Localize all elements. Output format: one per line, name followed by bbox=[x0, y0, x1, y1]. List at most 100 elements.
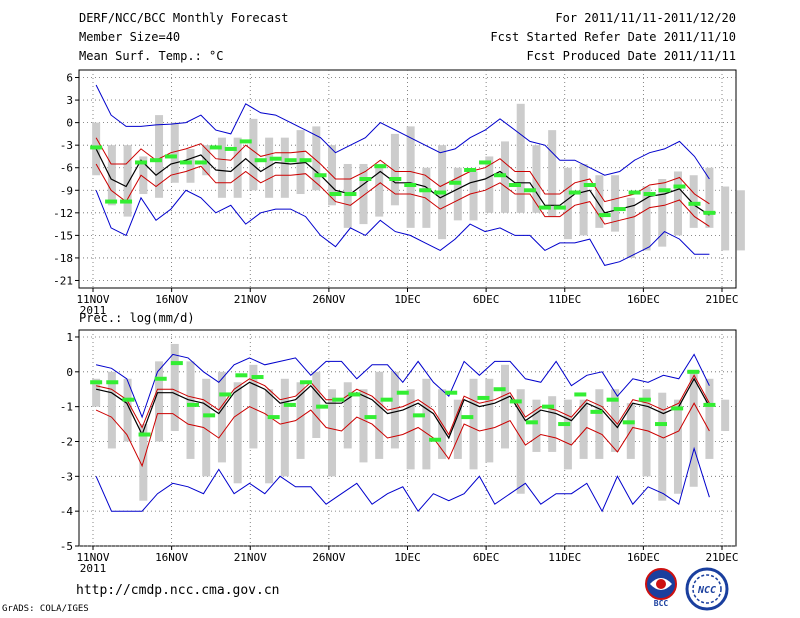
x-tick-label: 11NOV bbox=[76, 551, 109, 564]
temp-variable-label: Mean Surf. Temp.: °C bbox=[79, 49, 224, 63]
spread-bar bbox=[611, 175, 620, 232]
x-tick-label: 26NOV bbox=[312, 551, 345, 564]
observed-marker bbox=[703, 210, 716, 215]
spread-bar bbox=[736, 190, 745, 251]
observed-marker bbox=[590, 409, 603, 414]
observed-marker bbox=[90, 380, 103, 385]
upper-band-line bbox=[95, 374, 710, 436]
y-tick-label: -6 bbox=[60, 162, 73, 175]
spread-bar bbox=[642, 389, 651, 477]
spread-bar bbox=[406, 126, 415, 228]
observed-marker bbox=[703, 402, 716, 407]
spread-bar bbox=[705, 378, 714, 459]
observed-marker bbox=[638, 397, 651, 402]
max-envelope-line bbox=[95, 84, 710, 180]
x-year-label: 2011 bbox=[80, 304, 107, 317]
x-tick-label: 6DEC bbox=[473, 293, 500, 306]
spread-bar bbox=[359, 163, 368, 225]
observed-marker bbox=[299, 380, 312, 385]
observed-marker bbox=[284, 158, 297, 163]
observed-marker bbox=[299, 158, 312, 163]
spread-bar bbox=[186, 148, 195, 183]
spread-bar bbox=[595, 175, 604, 228]
spread-bar bbox=[375, 371, 384, 459]
observed-marker bbox=[269, 156, 282, 161]
spread-bar bbox=[626, 197, 635, 258]
y-tick-label: -5 bbox=[60, 540, 73, 553]
spread-bar bbox=[202, 378, 211, 477]
spread-bar bbox=[233, 382, 242, 484]
lower-band-line bbox=[95, 402, 710, 468]
spread-bar bbox=[233, 137, 242, 198]
observed-marker bbox=[106, 380, 119, 385]
x-tick-label: 21NOV bbox=[234, 551, 267, 564]
y-tick-label: 1 bbox=[66, 331, 73, 344]
spread-bar bbox=[155, 361, 164, 442]
observed-marker bbox=[359, 177, 372, 181]
observed-marker bbox=[525, 420, 538, 425]
observed-marker bbox=[583, 183, 596, 188]
observed-marker bbox=[122, 397, 135, 402]
observed-marker bbox=[374, 164, 387, 169]
spread-bar bbox=[500, 364, 509, 449]
observed-marker bbox=[688, 201, 701, 206]
spread-bar bbox=[673, 171, 682, 236]
spread-bar bbox=[485, 378, 494, 463]
x-tick-label: 21DEC bbox=[705, 551, 738, 564]
observed-marker bbox=[219, 392, 232, 397]
x-tick-label: 16DEC bbox=[627, 551, 660, 564]
spread-bar bbox=[548, 396, 557, 452]
observed-marker bbox=[179, 160, 192, 165]
observed-marker bbox=[105, 199, 118, 204]
observed-marker bbox=[479, 160, 492, 165]
x-tick-label: 21NOV bbox=[234, 293, 267, 306]
spread-bar bbox=[343, 382, 352, 449]
y-tick-label: -21 bbox=[53, 274, 73, 287]
spread-bar bbox=[155, 115, 164, 198]
spread-bar bbox=[312, 126, 321, 191]
observed-marker bbox=[267, 415, 280, 420]
spread-bar bbox=[123, 145, 132, 217]
observed-marker bbox=[449, 180, 462, 185]
observed-marker bbox=[344, 192, 357, 197]
spread-bar bbox=[658, 392, 667, 501]
spread-bar bbox=[673, 399, 682, 494]
spread-bar bbox=[469, 378, 478, 470]
fcst-started-date: Fcst Started Refer Date 2011/11/10 bbox=[490, 30, 736, 44]
y-tick-label: -9 bbox=[60, 184, 73, 197]
spread-bar bbox=[296, 382, 305, 459]
spread-bar bbox=[453, 167, 462, 221]
x-year-label: 2011 bbox=[80, 562, 107, 575]
x-tick-label: 1DEC bbox=[394, 293, 421, 306]
observed-marker bbox=[558, 422, 571, 427]
y-tick-label: -3 bbox=[60, 139, 73, 152]
spread-bar bbox=[721, 186, 730, 251]
observed-marker bbox=[494, 173, 507, 178]
source-url[interactable]: http://cmdp.ncc.cma.gov.cn bbox=[76, 583, 280, 598]
spread-bar bbox=[642, 186, 651, 251]
observed-marker bbox=[508, 183, 521, 188]
y-tick-label: -3 bbox=[60, 470, 73, 483]
chart-title: DERF/NCC/BCC Monthly Forecast bbox=[79, 11, 289, 25]
observed-marker bbox=[332, 397, 345, 402]
spread-bar bbox=[516, 103, 525, 213]
x-tick-label: 11NOV bbox=[76, 293, 109, 306]
spread-bar bbox=[422, 378, 431, 470]
spread-bar bbox=[485, 156, 494, 213]
spread-bar bbox=[390, 371, 399, 449]
observed-marker bbox=[194, 160, 207, 165]
observed-marker bbox=[90, 145, 103, 150]
spread-bar bbox=[579, 163, 588, 236]
observed-marker bbox=[209, 145, 222, 150]
observed-marker bbox=[239, 139, 252, 144]
observed-marker bbox=[120, 199, 133, 204]
ncc-logo: NCC bbox=[684, 566, 730, 612]
observed-marker bbox=[154, 376, 167, 381]
observed-marker bbox=[254, 158, 267, 163]
observed-marker bbox=[135, 160, 148, 165]
y-tick-label: -12 bbox=[53, 207, 73, 220]
spread-bar bbox=[170, 122, 179, 183]
observed-marker bbox=[203, 413, 216, 418]
forecast-period: For 2011/11/11-2011/12/20 bbox=[555, 11, 736, 25]
